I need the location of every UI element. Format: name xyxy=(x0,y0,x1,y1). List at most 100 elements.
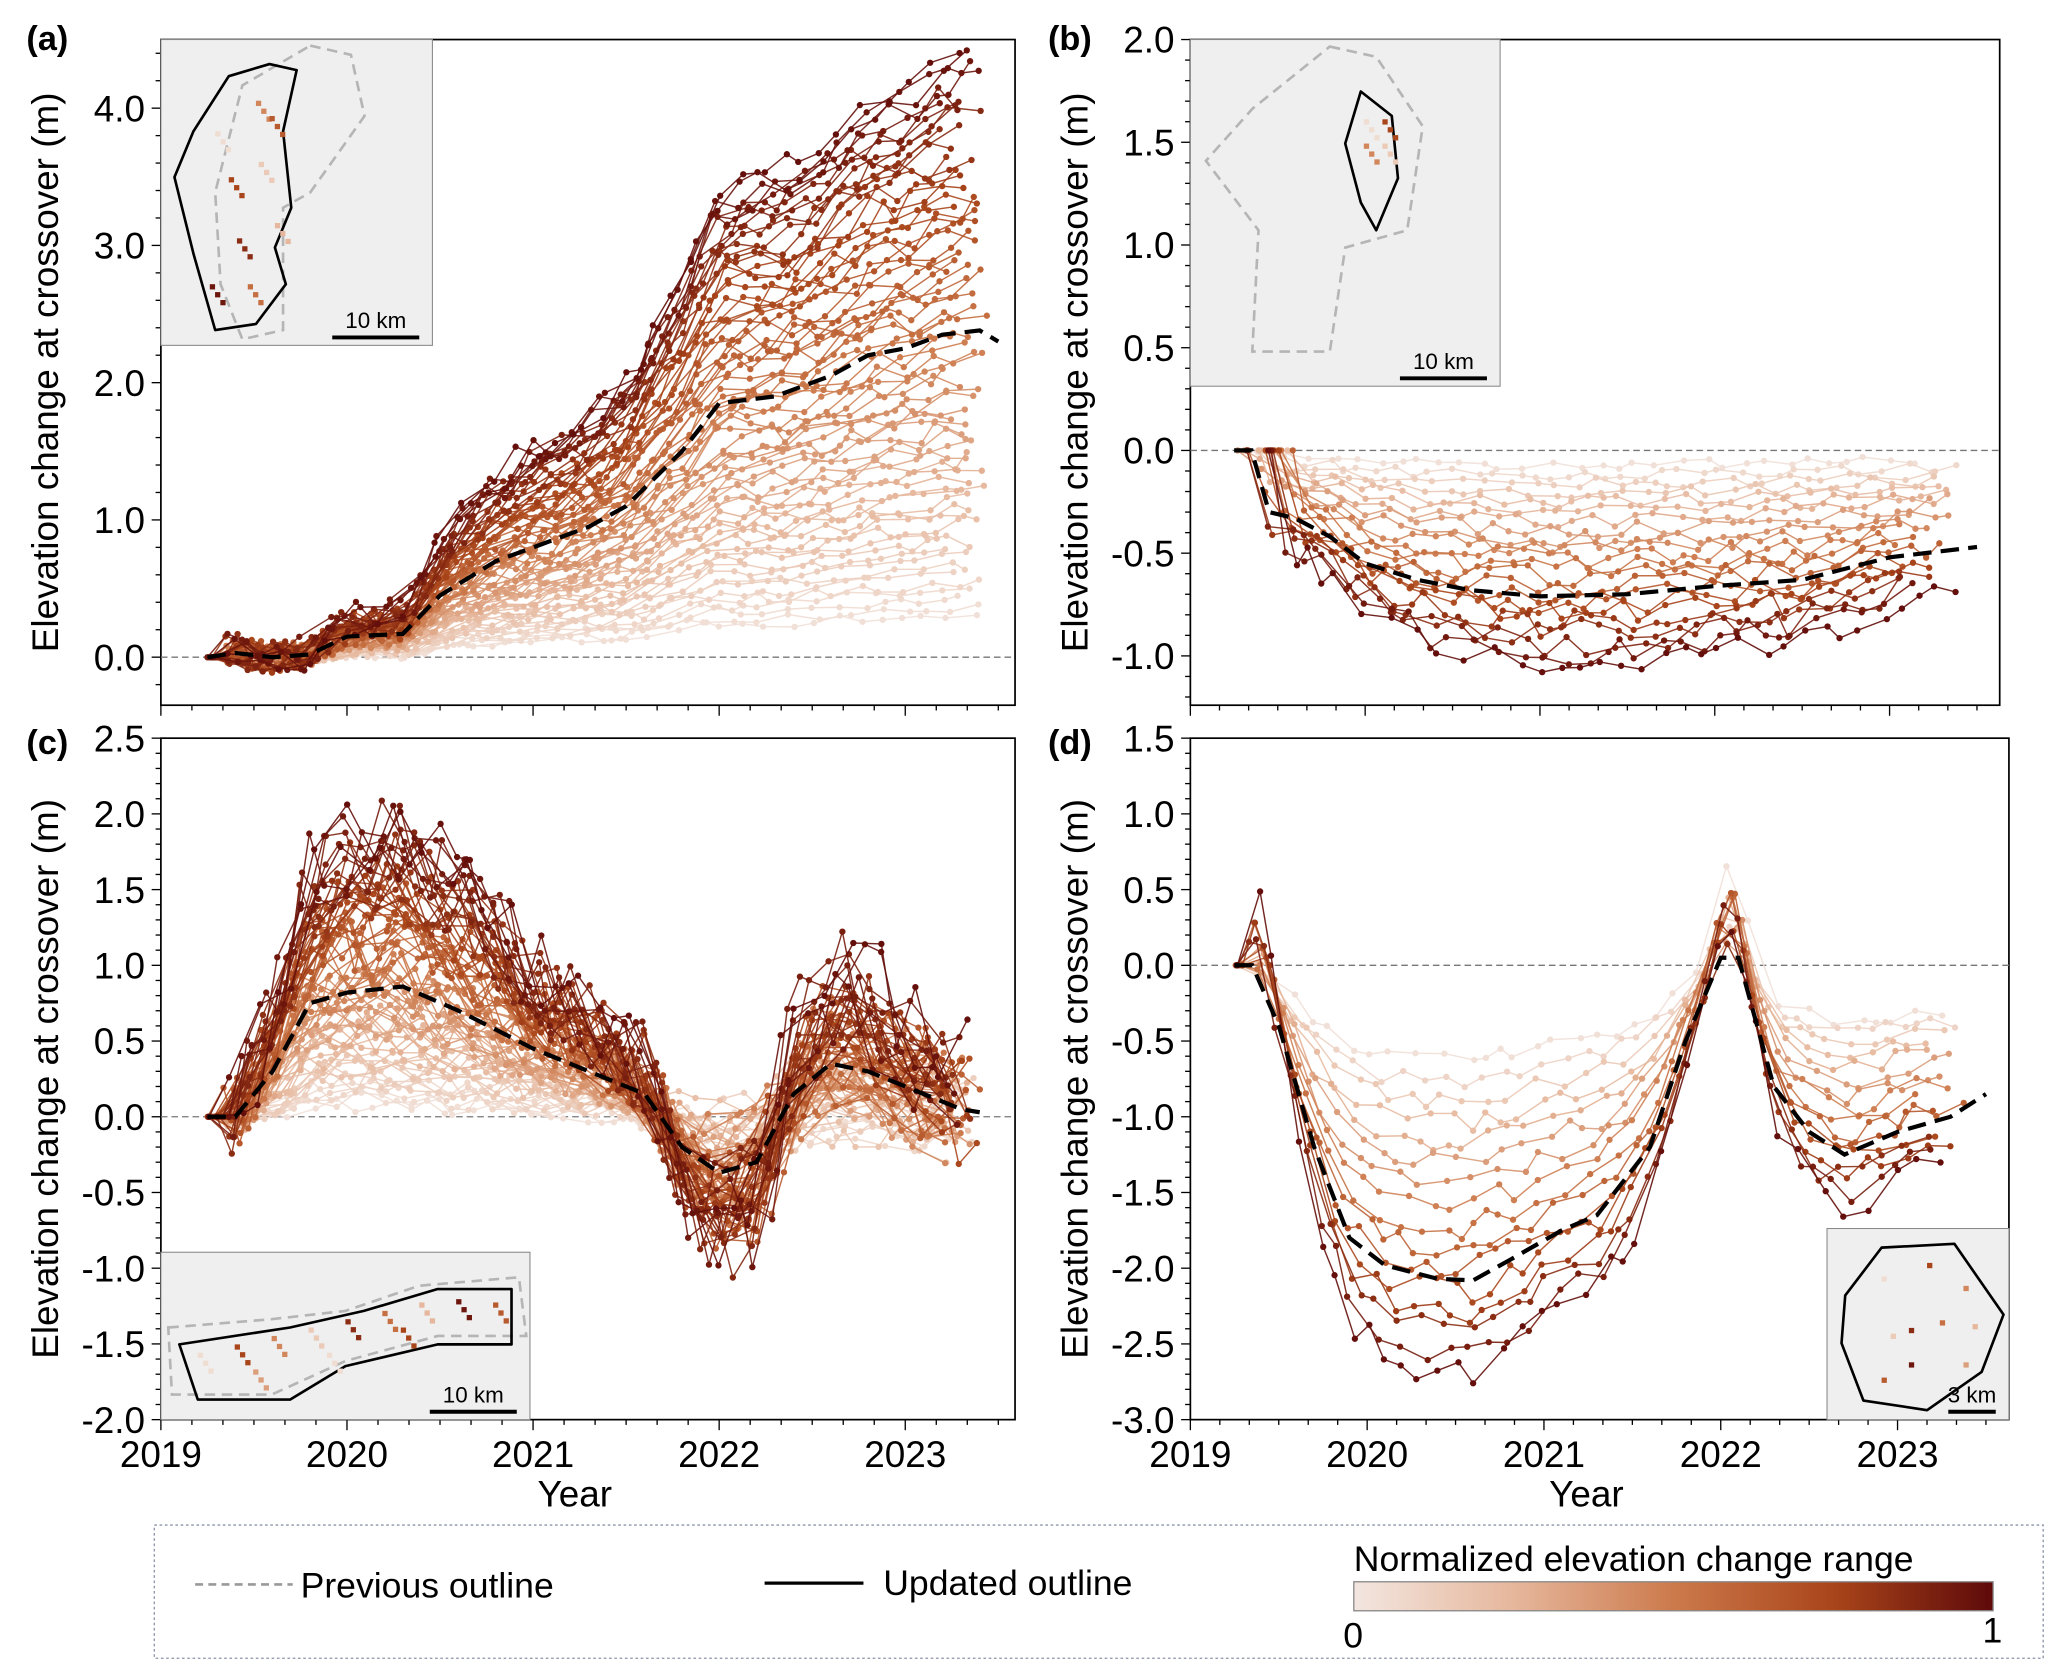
data-point xyxy=(392,612,400,619)
data-point xyxy=(360,641,367,648)
data-point xyxy=(1289,447,1296,454)
data-point xyxy=(1662,601,1669,609)
data-point xyxy=(1922,554,1930,561)
data-point xyxy=(581,506,588,513)
data-point xyxy=(1807,489,1814,496)
data-point xyxy=(1486,564,1493,572)
data-point xyxy=(817,280,824,288)
data-point xyxy=(892,163,899,170)
data-point xyxy=(859,618,866,625)
data-point xyxy=(1563,633,1570,641)
data-point xyxy=(386,1001,394,1009)
data-point xyxy=(1713,602,1720,610)
data-point xyxy=(416,1063,423,1070)
data-point xyxy=(956,49,963,57)
data-point xyxy=(522,479,529,486)
data-point xyxy=(1846,589,1853,596)
data-point xyxy=(704,523,711,530)
data-point xyxy=(1592,474,1600,481)
data-point xyxy=(1786,632,1793,639)
data-point xyxy=(962,421,969,428)
data-point xyxy=(420,1021,427,1029)
data-point xyxy=(587,478,595,485)
data-point xyxy=(664,339,671,346)
data-point xyxy=(644,516,651,523)
data-point xyxy=(783,151,791,158)
data-point xyxy=(808,479,815,486)
data-point xyxy=(870,268,878,275)
data-point xyxy=(1755,488,1762,495)
data-point xyxy=(1575,590,1582,597)
crossover-point-marker xyxy=(1374,135,1380,141)
data-point xyxy=(1858,609,1865,616)
data-point xyxy=(784,611,792,618)
data-point xyxy=(374,620,382,628)
data-point xyxy=(616,1113,624,1121)
data-point xyxy=(813,584,820,591)
data-point xyxy=(455,1022,462,1029)
data-point xyxy=(717,192,724,199)
data-point xyxy=(941,545,949,553)
data-point xyxy=(1461,550,1468,558)
data-point xyxy=(723,316,730,323)
data-point xyxy=(1682,644,1690,651)
data-point xyxy=(459,596,467,603)
data-point xyxy=(815,195,823,202)
data-point xyxy=(836,442,844,449)
data-point xyxy=(557,480,564,488)
data-point xyxy=(656,562,664,570)
data-point xyxy=(570,605,577,612)
data-point xyxy=(1522,531,1529,538)
data-point xyxy=(1730,474,1737,482)
data-point xyxy=(553,513,560,521)
data-point xyxy=(737,1109,745,1116)
data-point xyxy=(698,263,705,270)
data-point xyxy=(858,383,866,390)
data-point xyxy=(1382,561,1389,568)
data-point xyxy=(728,230,735,238)
data-point xyxy=(420,620,427,628)
data-point xyxy=(483,1011,490,1018)
data-point xyxy=(935,84,942,91)
data-point xyxy=(788,479,796,486)
data-point xyxy=(535,453,542,460)
data-point xyxy=(1652,479,1659,486)
data-point xyxy=(312,1105,319,1112)
data-point xyxy=(935,473,942,481)
data-point xyxy=(1412,455,1420,463)
data-point xyxy=(781,199,788,206)
data-point xyxy=(409,1025,417,1033)
data-point xyxy=(747,420,754,427)
data-point xyxy=(553,538,560,546)
data-point xyxy=(854,332,861,339)
data-point xyxy=(1546,599,1553,607)
data-point xyxy=(1664,620,1671,628)
data-point xyxy=(1499,607,1506,614)
series-line xyxy=(222,206,954,658)
crossover-point-marker xyxy=(258,161,264,168)
data-point xyxy=(718,242,725,250)
data-point xyxy=(1869,588,1876,595)
data-point xyxy=(904,374,911,381)
data-point xyxy=(523,592,530,599)
data-point xyxy=(381,992,388,999)
data-point xyxy=(1396,577,1403,585)
data-point xyxy=(891,407,899,414)
data-point xyxy=(1648,545,1655,552)
data-point xyxy=(898,137,905,144)
data-point xyxy=(835,204,843,211)
data-point xyxy=(600,414,607,422)
data-point xyxy=(1838,462,1845,469)
data-point xyxy=(1857,547,1865,555)
data-point xyxy=(813,220,820,227)
data-point xyxy=(592,561,599,568)
data-point xyxy=(1275,447,1283,454)
data-point xyxy=(1605,648,1612,656)
data-point xyxy=(578,639,585,646)
data-point xyxy=(1706,456,1713,463)
data-point xyxy=(654,485,661,492)
data-point xyxy=(1481,460,1489,467)
data-point xyxy=(1825,460,1833,467)
data-point xyxy=(1494,543,1502,550)
data-point xyxy=(926,59,934,66)
